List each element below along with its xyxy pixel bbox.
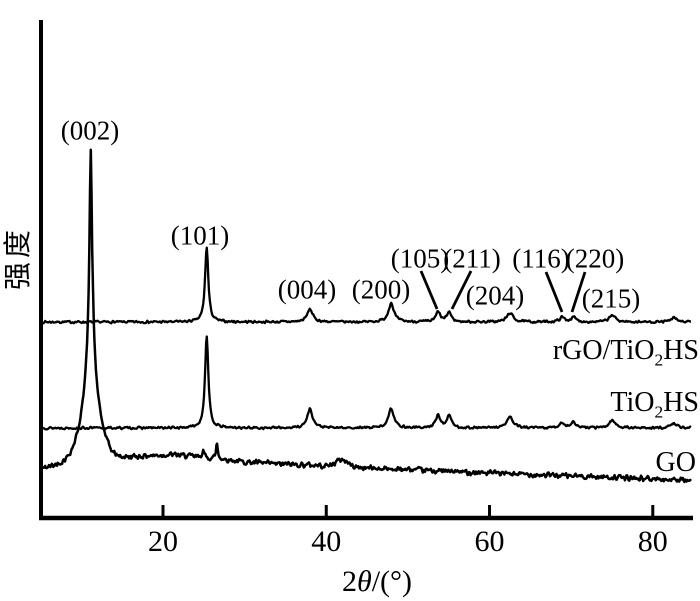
series-label-go: GO bbox=[655, 447, 696, 478]
x-tick-label-40: 40 bbox=[311, 525, 342, 558]
x-axis-label-pre: 2 bbox=[341, 565, 357, 598]
peak-label-002: (002) bbox=[60, 115, 120, 146]
peak-label-105: (105) bbox=[390, 243, 450, 274]
peak-label-004: (004) bbox=[277, 274, 337, 305]
peak-leader-line bbox=[544, 271, 564, 313]
x-tick-label-80: 80 bbox=[637, 525, 668, 558]
x-axis-label-theta: θ bbox=[356, 565, 372, 598]
peak-label-116: (116) bbox=[512, 243, 570, 274]
peak-leader-line bbox=[419, 270, 439, 310]
curve-rgo-tio2hs bbox=[42, 246, 692, 325]
peak-label-211: (211) bbox=[443, 243, 501, 274]
peak-label-200: (200) bbox=[351, 274, 411, 305]
x-tick-label-60: 60 bbox=[474, 525, 505, 558]
y-axis-label: 强度 bbox=[3, 225, 34, 291]
series-label-tio2hs: TiO2HS bbox=[610, 387, 699, 422]
x-axis-label: 2θ/(°) bbox=[342, 565, 412, 599]
peak-label-204: (204) bbox=[465, 280, 525, 311]
curve-tio2hs bbox=[42, 335, 692, 431]
series-label-rgo-tio2hs: rGO/TiO2HS bbox=[552, 335, 699, 370]
peak-leader-line bbox=[450, 270, 473, 310]
curve-go bbox=[42, 148, 692, 484]
peak-leader-line bbox=[570, 271, 587, 313]
x-axis-label-post: /(°) bbox=[371, 565, 413, 598]
peak-label-220: (220) bbox=[565, 243, 625, 274]
peak-label-101: (101) bbox=[170, 220, 230, 251]
x-tick-label-20: 20 bbox=[148, 525, 178, 558]
peak-label-215: (215) bbox=[581, 283, 641, 314]
